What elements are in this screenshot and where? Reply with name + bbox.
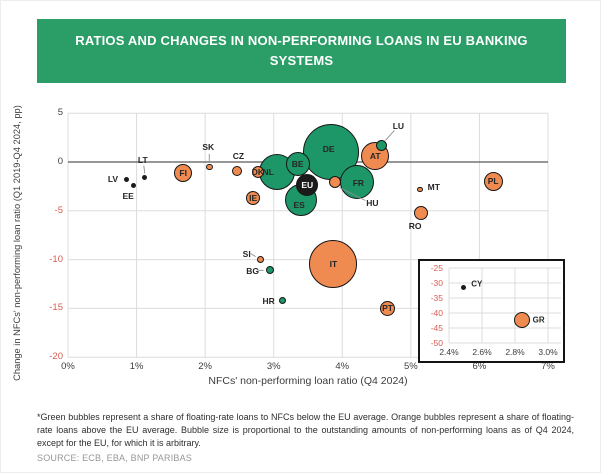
- x-tick-4%: 4%: [335, 361, 350, 372]
- label-FI: FI: [179, 167, 187, 178]
- bubble-CZ: [232, 165, 243, 176]
- label-NL: NL: [262, 166, 274, 177]
- label-CZ: CZ: [232, 150, 245, 161]
- label-LU: LU: [392, 121, 405, 132]
- chart-title: RATIOS AND CHANGES IN NON-PERFORMING LOA…: [75, 33, 528, 68]
- y-tick--15: -15: [49, 302, 63, 314]
- x-tick-7%: 7%: [541, 361, 555, 372]
- label-EE: EE: [122, 191, 134, 202]
- bubble-SI: [257, 256, 265, 264]
- bubble-EE: [130, 182, 136, 188]
- bubble-LT: [142, 175, 148, 181]
- label-GR: GR: [532, 315, 545, 325]
- bubble-RO: [414, 205, 429, 220]
- bubble-IE: [246, 191, 261, 206]
- x-tick-1%: 1%: [129, 361, 144, 372]
- source: SOURCE: ECB, EBA, BNP PARIBAS: [37, 453, 193, 463]
- x-tick-6%: 6%: [472, 361, 487, 372]
- label-CY: CY: [471, 279, 483, 288]
- inset-x-tick-2.8%: 2.8%: [505, 347, 525, 357]
- label-EU: EU: [301, 180, 314, 191]
- bubble-CY: [461, 285, 467, 290]
- x-axis-title: NFCs' non-performing loan ratio (Q4 2024…: [208, 375, 408, 387]
- bubble-FI: [174, 163, 193, 182]
- bubble-LV: [124, 177, 130, 183]
- x-tick-2%: 2%: [198, 361, 212, 372]
- inset-y-tick--50: -50: [430, 338, 443, 348]
- bubble-DK: [251, 165, 264, 178]
- bubble-chart: Change in NFCs' non-performing loan rati…: [1, 96, 600, 399]
- label-BE: BE: [291, 159, 304, 170]
- label-DE: DE: [322, 144, 335, 155]
- label-MT: MT: [427, 182, 440, 193]
- inset-y-tick--25: -25: [430, 263, 443, 273]
- label-AT: AT: [369, 151, 381, 162]
- label-RO: RO: [408, 220, 422, 231]
- label-DK: DK: [251, 166, 265, 177]
- bubble-EU: [296, 174, 319, 197]
- bubble-MT: [416, 186, 423, 193]
- label-FR: FR: [352, 178, 365, 189]
- label-HR: HR: [262, 295, 275, 306]
- bubble-LU: [375, 139, 387, 151]
- y-tick--5: -5: [54, 204, 63, 216]
- bubble-SK: [205, 163, 213, 171]
- bubble-IT: [309, 239, 358, 288]
- label-SK: SK: [202, 141, 215, 152]
- footnote: *Green bubbles represent a share of floa…: [37, 412, 574, 448]
- y-tick--20: -20: [49, 351, 63, 363]
- bubble-HR: [279, 297, 287, 305]
- bubble-PL: [483, 171, 503, 191]
- inset-x-tick-2.6%: 2.6%: [472, 347, 492, 357]
- label-ES: ES: [293, 200, 305, 211]
- inset-x-tick-2.4%: 2.4%: [439, 347, 459, 357]
- inset-y-tick--30: -30: [430, 278, 443, 288]
- label-HU: HU: [366, 197, 379, 208]
- label-SI: SI: [242, 248, 251, 259]
- inset-chart: CY GR 2.4% 2.6% 2.8% 3.0% -25 -30 -35 -40 -45 -50: [418, 259, 565, 363]
- y-tick-0: 0: [57, 156, 63, 167]
- x-tick-3%: 3%: [266, 361, 281, 372]
- label-LV: LV: [107, 173, 119, 184]
- y-tick--10: -10: [49, 253, 63, 265]
- bubble-PT: [380, 300, 396, 316]
- label-IT: IT: [329, 258, 338, 269]
- y-tick-5: 5: [57, 107, 63, 119]
- bubble-BG: [265, 266, 274, 275]
- label-PT: PT: [382, 303, 393, 314]
- x-tick-0%: 0%: [61, 361, 75, 372]
- label-PL: PL: [487, 176, 499, 187]
- y-axis-title: Change in NFCs' non-performing loan rati…: [12, 105, 22, 381]
- bubble-GR: [513, 311, 530, 328]
- label-LT: LT: [137, 154, 148, 165]
- bubble-BE: [285, 152, 310, 177]
- inset-y-tick--35: -35: [430, 293, 443, 303]
- bubble-HU: [329, 175, 342, 188]
- inset-y-tick--40: -40: [430, 308, 443, 318]
- chart-title-banner: RATIOS AND CHANGES IN NON-PERFORMING LOA…: [37, 19, 566, 83]
- inset-y-tick--45: -45: [430, 323, 443, 333]
- x-tick-5%: 5%: [403, 361, 418, 372]
- label-BG: BG: [246, 266, 259, 277]
- label-IE: IE: [249, 193, 258, 204]
- inset-x-tick-3.0%: 3.0%: [538, 347, 558, 357]
